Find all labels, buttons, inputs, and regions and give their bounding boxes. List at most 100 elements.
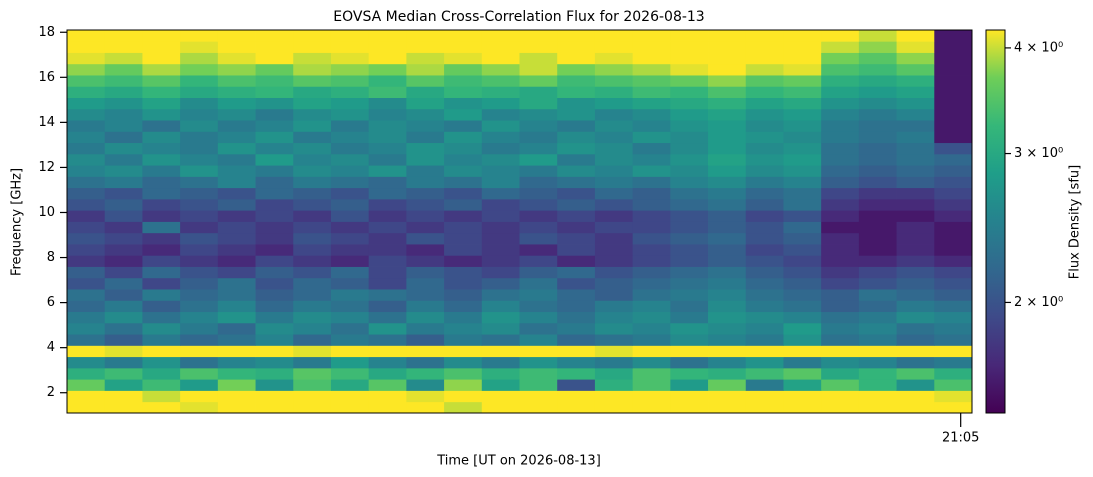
cell [406,153,445,166]
cell [217,153,256,166]
y-tick-label: 2 [47,385,55,400]
cell [821,198,860,211]
cell [444,300,483,313]
cell [481,52,520,65]
cell [368,367,407,380]
cell [142,334,181,346]
cell [255,379,294,391]
colorbar-label: Flux Density [sfu] [1068,165,1083,279]
cell [896,176,935,189]
cell [180,277,219,290]
cell [519,322,558,335]
cell [406,131,445,144]
cell [896,210,935,222]
cell [858,30,897,42]
cell [444,131,483,144]
cell [104,356,143,369]
cell [444,401,483,414]
cell [330,244,370,256]
cell [594,153,634,166]
cell [934,379,973,391]
cell [519,244,558,256]
cell [783,356,822,369]
cell [406,244,445,256]
cell [821,390,860,403]
cell [368,311,407,324]
cell [217,367,256,380]
cell [708,153,747,166]
cell [481,75,520,87]
cell [142,108,181,121]
cell [670,322,709,335]
cell [896,334,935,346]
cell [858,120,897,132]
cell [330,165,370,177]
cell [896,198,935,211]
x-axis-label: Time [UT on 2026-08-13] [436,454,601,469]
cell [67,277,106,290]
cell [594,390,634,403]
cell [180,390,219,403]
cell [104,30,143,42]
cell [180,108,219,121]
cell [217,266,256,279]
cell [632,63,671,76]
cell [67,300,106,313]
cell [896,52,935,65]
cell [406,221,445,234]
cell [821,367,860,380]
cell [821,187,860,200]
cell [557,289,596,301]
cell [557,345,596,358]
cell [934,86,973,98]
cell [180,221,219,234]
cell [67,401,106,414]
cell [406,30,445,42]
cell [745,210,784,222]
cell [745,334,784,346]
cell [519,41,558,53]
cell [858,165,897,177]
cell [783,176,822,189]
cell [104,367,143,380]
cell [934,356,973,369]
cell [519,401,558,414]
cell [444,244,483,256]
cell [557,165,596,177]
cell [406,210,445,222]
cell [896,379,935,391]
cell [368,221,407,234]
cell [217,345,256,358]
cell [142,356,181,369]
cell [368,255,407,267]
cell [934,75,973,87]
cell [594,401,634,414]
cell [255,153,294,166]
cell [330,153,370,166]
cell [632,356,671,369]
cell [858,153,897,166]
cell [255,334,294,346]
cell [293,198,332,211]
cell [783,255,822,267]
cell [330,289,370,301]
cell [293,176,332,189]
cell [934,52,973,65]
cell [821,210,860,222]
cell [708,187,747,200]
cell [632,221,671,234]
cell [293,153,332,166]
cell [670,356,709,369]
cell [368,289,407,301]
cell [481,401,520,414]
cell [632,334,671,346]
cell [406,379,445,391]
cell [180,300,219,313]
cell [896,41,935,53]
cell [217,187,256,200]
cell [180,244,219,256]
cell [934,131,973,144]
cell [708,244,747,256]
cell [519,367,558,380]
cell [67,176,106,189]
